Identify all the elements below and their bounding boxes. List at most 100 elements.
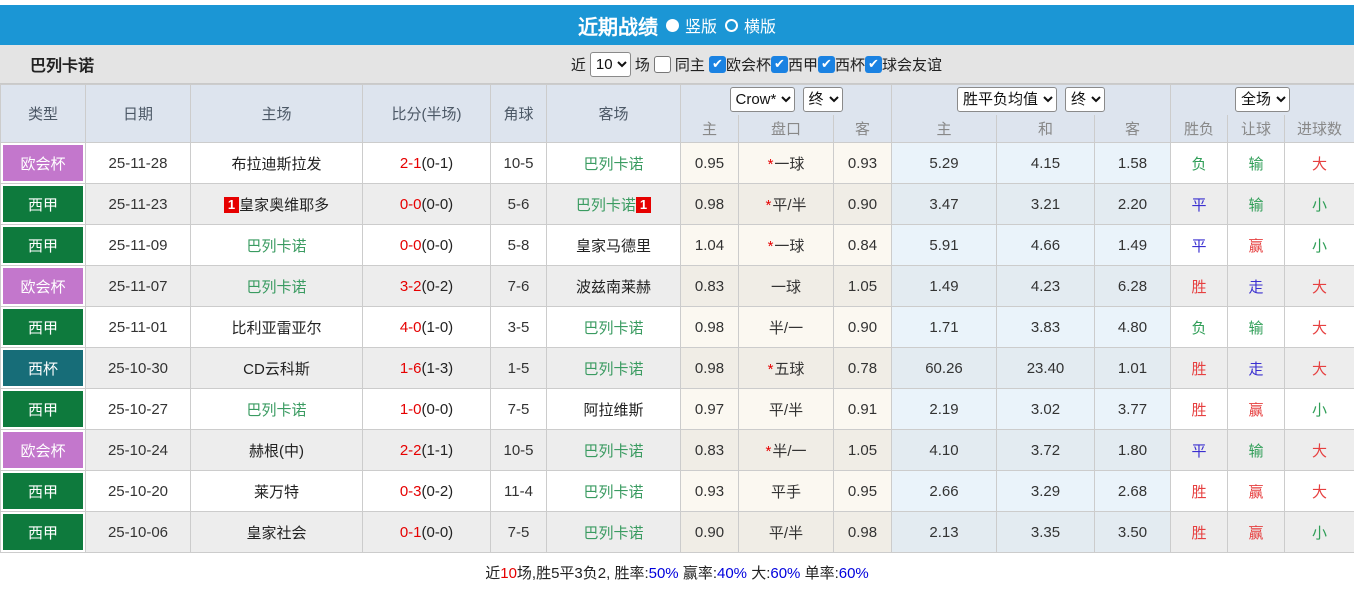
same-home-checkbox[interactable] [653,55,671,73]
competition-filter-西甲: ✔ 西甲 [770,54,818,75]
score-cell: 3-2(0-2) [362,265,491,307]
layout-radio-horizontal[interactable]: 横版 [725,13,776,37]
away-team-cell: 皇家马德里 [546,224,681,266]
mean-away-cell: 3.50 [1093,511,1172,553]
type-cell: 欧会杯 [0,142,86,184]
away-team-name: 巴列卡诺 [583,442,644,460]
handicap-cell: 平/半 [738,388,834,430]
subheader-odds-away: 客 [833,114,892,143]
home-team-name: CD云科斯 [243,360,310,378]
radio-unselected-icon[interactable] [725,18,738,32]
mean-odds-select[interactable]: 胜平负均值 [957,87,1058,113]
summary-text: 近10场,胜5平3负2, 胜率:50% 赢率:40% 大:60% 单率:60% [485,562,869,583]
handicap-cell: 平/半 [738,511,834,553]
mean-home-cell: 5.29 [891,142,997,184]
competition-type-badge: 欧会杯 [3,145,83,181]
mean-home-cell: 1.49 [891,265,997,307]
mean-time-select[interactable]: 终 [1065,87,1106,113]
competition-type-badge: 欧会杯 [3,268,83,304]
summary-segment: 60% [838,564,869,582]
handicap-change-star: * [767,237,774,255]
let-result-cell: 走 [1227,265,1286,307]
mean-home-cell: 5.91 [891,224,997,266]
away-team-cell: 巴列卡诺 [546,142,681,184]
recent-count-select[interactable]: 10 [589,51,631,77]
competition-checkbox-checked[interactable]: ✔ [770,55,788,73]
mean-draw-cell: 3.35 [996,511,1095,553]
mean-away-cell: 2.68 [1093,470,1172,512]
mean-draw-cell: 3.02 [996,388,1095,430]
mean-draw-cell: 3.21 [996,183,1095,225]
competition-type-badge: 西甲 [3,227,83,263]
odds-away-cell: 0.78 [833,347,892,389]
date-cell: 25-10-24 [85,429,191,471]
away-team-name: 巴列卡诺 [583,483,644,501]
subheader-mean-home: 主 [891,114,997,143]
mean-away-cell: 1.01 [1093,347,1172,389]
handicap-cell: 一球 [738,265,834,307]
corner-cell: 3-5 [490,306,547,348]
corner-cell: 10-5 [490,142,547,184]
filter-controls: 近 10 场 同主 ✔ 欧会杯 ✔ 西甲 ✔ 西杯 ✔ 球会友谊 [570,51,942,77]
handicap-value: 平手 [770,483,801,501]
fulltime-score: 1-6 [399,359,422,377]
match-row: 西甲 25-10-20 莱万特 0-3(0-2) 11-4 巴列卡诺 0.93 平手 0.95 2… [0,470,1354,512]
competition-type-badge: 西杯 [3,350,83,386]
layout-radio-vertical[interactable]: 竖版 [665,13,717,37]
radio-selected-icon[interactable] [665,18,679,32]
odds-time-select[interactable]: 终 [802,87,843,113]
mean-home-cell: 2.19 [891,388,997,430]
corner-cell: 5-8 [490,224,547,266]
handicap-value: 一球 [770,278,801,296]
col-header-date: 日期 [85,84,191,143]
goals-result-cell: 小 [1284,224,1354,266]
radio-horizontal-label: 横版 [744,19,777,36]
result-cell: 平 [1170,183,1229,225]
corner-cell: 1-5 [490,347,547,389]
type-cell: 西甲 [0,183,86,225]
halftime-score: (0-1) [421,154,454,172]
competition-checkbox-checked[interactable]: ✔ [708,55,726,73]
halftime-score: (1-3) [421,359,454,377]
fulltime-score: 2-2 [399,441,422,459]
competition-checkbox-checked[interactable]: ✔ [864,55,882,73]
away-team-name: 巴列卡诺 [583,524,644,542]
corner-cell: 7-5 [490,511,547,553]
odds-home-cell: 0.93 [680,470,739,512]
let-result-cell: 赢 [1227,224,1286,266]
let-result-cell: 赢 [1227,470,1286,512]
score-cell: 0-0(0-0) [362,183,491,225]
let-result-cell: 输 [1227,183,1286,225]
odds-away-cell: 0.91 [833,388,892,430]
summary-segment: 40% [717,564,748,582]
col-header-away: 客场 [546,84,681,143]
odds-home-cell: 0.98 [680,347,739,389]
let-result-cell: 输 [1227,142,1286,184]
home-team-name: 比利亚雷亚尔 [231,319,322,337]
type-cell: 西甲 [0,511,86,553]
mean-home-cell: 2.66 [891,470,997,512]
subheader-mean-draw: 和 [996,114,1095,143]
results-table: 类型 日期 主场 比分(半场) 角球 客场 Crow* 终 胜平负均值 终 全场 [0,84,1354,553]
odds-away-cell: 0.90 [833,183,892,225]
competition-label: 球会友谊 [881,56,942,74]
home-team-name: 巴列卡诺 [246,237,307,255]
away-team-cell: 阿拉维斯 [546,388,681,430]
summary-segment: 大: [747,564,771,582]
recent-label: 近 [570,56,586,74]
away-team-cell: 波兹南莱赫 [546,265,681,307]
scope-select[interactable]: 全场 [1235,87,1291,113]
competition-checkbox-checked[interactable]: ✔ [817,55,835,73]
competition-label: 西杯 [834,56,865,74]
home-team-cell: 赫根(中) [190,429,363,471]
handicap-value: 一球 [774,155,805,173]
handicap-change-star: * [767,155,774,173]
goals-result-cell: 大 [1284,347,1354,389]
away-team-name: 巴列卡诺 [583,319,644,337]
mean-draw-cell: 4.66 [996,224,1095,266]
mean-home-cell: 4.10 [891,429,997,471]
odds-home-cell: 1.04 [680,224,739,266]
mean-draw-cell: 3.29 [996,470,1095,512]
handicap-change-star: * [765,196,772,214]
odds-company-select[interactable]: Crow* [729,87,795,113]
